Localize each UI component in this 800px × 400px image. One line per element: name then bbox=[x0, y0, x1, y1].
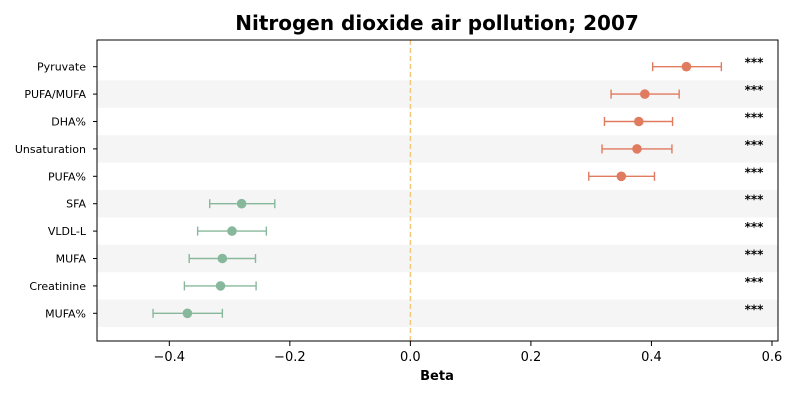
point-estimate bbox=[227, 226, 237, 236]
data-rows: Pyruvate ***PUFA/MUFA ***DHA% ***Unsaturati… bbox=[15, 56, 764, 321]
plot-frame bbox=[96, 39, 779, 342]
point-estimate bbox=[681, 61, 692, 72]
x-tick-label: −0.2 bbox=[274, 350, 306, 365]
point-estimate bbox=[217, 253, 228, 264]
x-axis-label: Beta bbox=[420, 369, 454, 384]
x-tick-label: 0.0 bbox=[400, 350, 421, 365]
significance-label: *** bbox=[745, 165, 765, 179]
x-tick-label: 0.6 bbox=[762, 350, 783, 365]
row-label: SFA bbox=[66, 198, 86, 211]
point-estimate bbox=[236, 198, 247, 209]
row-label: MUFA% bbox=[45, 307, 86, 320]
forest-row: SFA *** bbox=[66, 193, 764, 211]
forest-row: PUFA% *** bbox=[48, 165, 764, 183]
row-band bbox=[97, 135, 778, 163]
row-label: PUFA/MUFA bbox=[24, 88, 86, 101]
forest-row: Unsaturation *** bbox=[15, 138, 764, 156]
forest-row: MUFA% *** bbox=[45, 302, 764, 320]
row-bands bbox=[97, 80, 778, 327]
significance-label: *** bbox=[745, 248, 765, 262]
row-label: Pyruvate bbox=[37, 61, 86, 74]
point-estimate bbox=[632, 144, 642, 154]
row-label: MUFA bbox=[56, 253, 87, 266]
forest-row: MUFA *** bbox=[56, 248, 765, 266]
forest-row: DHA% *** bbox=[51, 111, 764, 129]
x-tick-label: −0.4 bbox=[154, 350, 186, 365]
row-label: Unsaturation bbox=[15, 143, 86, 156]
forest-row: Pyruvate *** bbox=[37, 56, 764, 74]
chart-title: Nitrogen dioxide air pollution; 2007 bbox=[235, 11, 639, 35]
row-label: DHA% bbox=[51, 116, 86, 129]
significance-label: *** bbox=[745, 302, 765, 316]
point-estimate bbox=[616, 171, 627, 182]
point-estimate bbox=[215, 281, 226, 291]
forest-row: VLDL-L *** bbox=[48, 220, 764, 238]
x-tick-label: 0.2 bbox=[521, 350, 542, 365]
point-estimate bbox=[182, 308, 193, 319]
x-axis-ticks: −0.4 −0.2 0.0 0.2 0.4 0.6 bbox=[154, 341, 783, 365]
significance-label: *** bbox=[745, 138, 765, 152]
significance-label: *** bbox=[745, 193, 765, 207]
forest-row: PUFA/MUFA *** bbox=[24, 83, 764, 101]
row-label: VLDL-L bbox=[48, 225, 87, 238]
significance-label: *** bbox=[745, 56, 765, 70]
point-estimate bbox=[633, 116, 644, 127]
x-tick-label: 0.4 bbox=[641, 350, 662, 365]
significance-label: *** bbox=[745, 111, 765, 125]
significance-label: *** bbox=[745, 83, 765, 97]
significance-label: *** bbox=[745, 220, 765, 234]
row-label: Creatinine bbox=[29, 280, 86, 293]
row-label: PUFA% bbox=[48, 170, 86, 183]
significance-label: *** bbox=[745, 275, 765, 289]
point-estimate bbox=[640, 89, 650, 99]
forest-row: Creatinine *** bbox=[29, 275, 764, 293]
row-band bbox=[97, 190, 778, 218]
